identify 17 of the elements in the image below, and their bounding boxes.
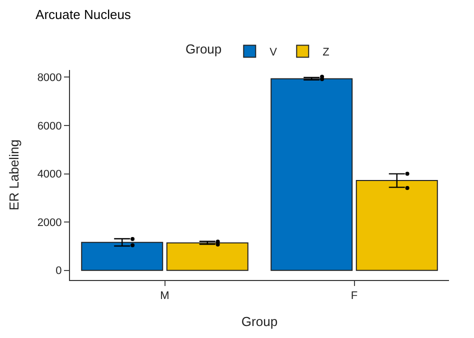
y-tick-label: 6000 xyxy=(37,120,62,132)
bar xyxy=(270,78,353,271)
chart-title: Arcuate Nucleus xyxy=(36,7,132,22)
x-tick-label: F xyxy=(350,290,358,302)
bar xyxy=(81,242,164,271)
x-tick-label: M xyxy=(160,290,170,302)
bar xyxy=(356,180,438,271)
y-axis-title: ER Labeling xyxy=(6,140,22,210)
bar xyxy=(166,242,248,271)
y-tick-label: 2000 xyxy=(37,216,62,229)
y-tick-label: 8000 xyxy=(37,72,62,84)
x-axis-title: Group xyxy=(241,314,278,329)
y-tick-label: 0 xyxy=(56,265,62,278)
legend-label: V xyxy=(270,46,278,59)
legend-label: Z xyxy=(322,46,330,59)
y-tick-label: 4000 xyxy=(37,168,62,181)
legend-title: Group xyxy=(186,42,222,57)
